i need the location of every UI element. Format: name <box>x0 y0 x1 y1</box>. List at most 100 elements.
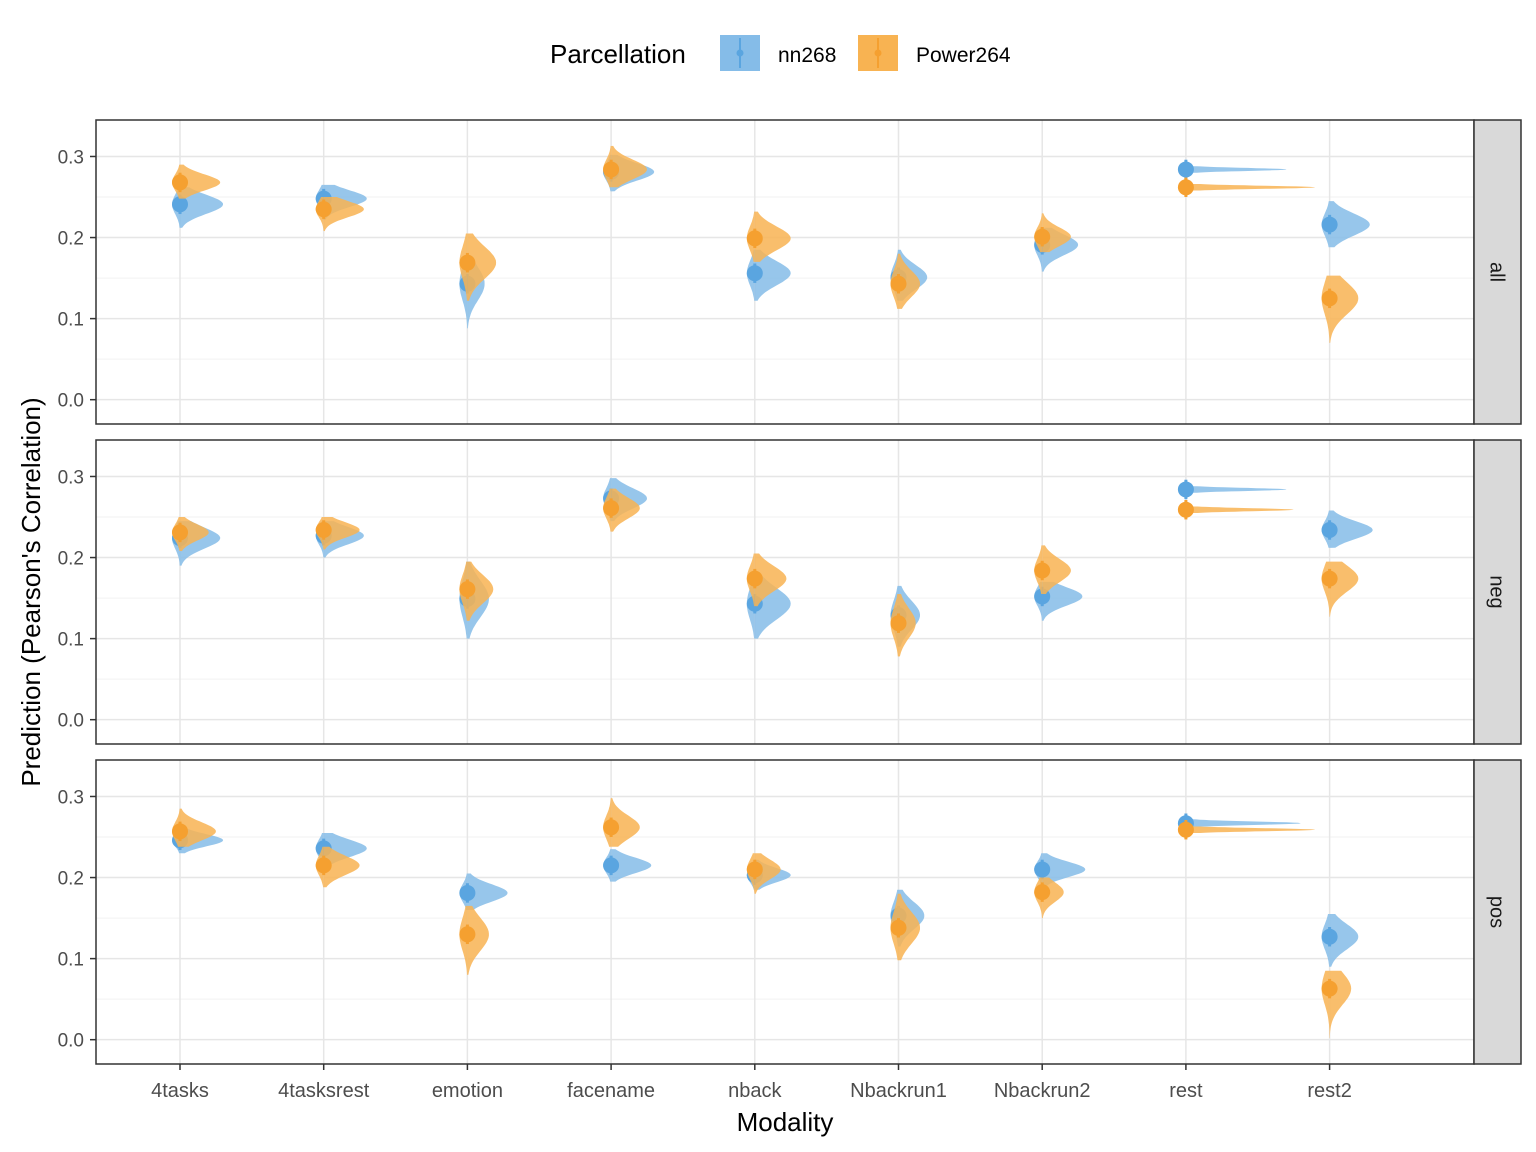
violin-nback <box>754 249 791 301</box>
panel-neg: neg 0.0 0.1 0.2 0.3 <box>58 439 1522 745</box>
mean-point-nback <box>746 861 763 878</box>
mean-point-nback <box>746 230 763 247</box>
violin-4tasks <box>180 517 209 552</box>
violin-Nbackrun1 <box>898 594 916 657</box>
x-tick-label-emotion: emotion <box>432 1080 503 1102</box>
mean-point-rest <box>1177 821 1194 838</box>
violin-facename <box>611 488 640 532</box>
mean-point-4tasksrest <box>315 521 332 538</box>
legend-key-point <box>874 49 882 57</box>
legend-label: nn268 <box>778 44 836 67</box>
mean-point-Nbackrun1 <box>890 275 907 292</box>
violin-Nbackrun2 <box>1042 545 1071 595</box>
series-power264 <box>172 798 1352 1039</box>
panel-all: all 0.0 0.1 0.2 0.3 <box>58 119 1522 425</box>
mean-point-Nbackrun1 <box>890 615 907 632</box>
mean-point-rest2 <box>1321 570 1338 587</box>
x-tick-label-facename: facename <box>567 1080 655 1102</box>
violin-nback <box>754 853 781 894</box>
x-tick-label-4tasks: 4tasks <box>151 1080 209 1102</box>
violin-rest <box>1185 506 1294 513</box>
facet-label-pos: pos <box>1486 896 1508 928</box>
mean-point-Nbackrun2 <box>1034 228 1051 245</box>
mean-point-rest <box>1177 501 1194 518</box>
panel-background <box>96 760 1474 1064</box>
violin-facename <box>611 145 647 188</box>
mean-point-facename <box>603 500 620 517</box>
mean-point-4tasksrest <box>315 857 332 874</box>
legend-item-power264: Power264 <box>858 35 1011 71</box>
mean-point-Nbackrun2 <box>1034 562 1051 579</box>
violin-emotion <box>467 561 494 621</box>
violin-4tasksrest <box>323 846 360 888</box>
violin-4tasksrest <box>323 517 360 550</box>
violin-rest <box>1185 184 1316 191</box>
violin-rest <box>1185 819 1301 827</box>
mean-point-rest2 <box>1321 980 1338 997</box>
violin-rest2 <box>1329 275 1359 343</box>
y-tick-label: 0.2 <box>58 549 84 570</box>
violin-4tasksrest <box>323 197 364 232</box>
y-axis-label: Prediction (Pearson's Correlation) <box>16 397 46 786</box>
violin-rest2 <box>1329 510 1373 548</box>
mean-point-4tasks <box>172 524 188 541</box>
y-tick-label: 0.2 <box>58 869 84 890</box>
y-tick-label: 0.0 <box>58 391 84 412</box>
violin-Nbackrun1 <box>898 253 920 309</box>
violin-rest2 <box>1329 914 1359 967</box>
mean-point-rest2 <box>1321 216 1338 233</box>
violin-4tasks <box>180 164 221 199</box>
mean-point-rest <box>1177 179 1194 196</box>
x-tick-label-Nbackrun1: Nbackrun1 <box>850 1080 947 1102</box>
mean-point-nback <box>746 570 763 587</box>
violin-facename <box>611 849 652 882</box>
mean-point-rest2 <box>1321 521 1338 538</box>
facet-strip <box>1473 119 1522 425</box>
facet-strip <box>1473 439 1522 745</box>
violin-nback <box>754 553 787 607</box>
violin-Nbackrun2 <box>1042 213 1071 253</box>
mean-point-4tasks <box>172 823 188 840</box>
mean-point-rest <box>1177 161 1194 178</box>
legend-title: Parcellation <box>550 39 686 69</box>
y-tick-label: 0.0 <box>58 711 84 732</box>
panel-pos: pos 0.0 0.1 0.2 0.3 <box>58 759 1522 1065</box>
x-tick-label-rest2: rest2 <box>1307 1080 1351 1102</box>
mean-point-rest <box>1177 481 1194 498</box>
facet-strip <box>1473 759 1522 1065</box>
mean-point-4tasks <box>172 174 188 191</box>
violin-emotion <box>467 873 508 910</box>
facet-label-all: all <box>1486 262 1508 282</box>
violin-Nbackrun2 <box>1042 853 1086 886</box>
violin-nback <box>754 211 791 262</box>
violin-4tasks <box>180 187 223 228</box>
mean-point-emotion <box>459 884 476 901</box>
violin-rest <box>1185 166 1287 173</box>
legend-key-point <box>736 49 744 57</box>
legend-item-nn268: nn268 <box>720 35 836 71</box>
violin-rest <box>1185 826 1316 833</box>
mean-point-facename <box>603 161 620 178</box>
violin-facename <box>611 798 640 847</box>
x-tick-label-rest: rest <box>1169 1080 1203 1102</box>
y-tick-label: 0.1 <box>58 630 84 651</box>
y-tick-label: 0.1 <box>58 950 84 971</box>
facet-label-neg: neg <box>1486 575 1508 608</box>
mean-point-facename <box>603 819 620 836</box>
y-tick-label: 0.2 <box>58 229 84 250</box>
violin-rest <box>1185 486 1287 493</box>
legend-label: Power264 <box>916 44 1011 67</box>
mean-point-nback <box>746 265 763 282</box>
series-power264 <box>172 488 1359 657</box>
mean-point-rest2 <box>1321 290 1338 307</box>
violin-emotion <box>467 905 489 975</box>
mean-point-Nbackrun2 <box>1034 884 1051 901</box>
mean-point-Nbackrun2 <box>1034 861 1051 878</box>
mean-point-Nbackrun1 <box>890 919 907 936</box>
y-tick-label: 0.3 <box>58 147 84 168</box>
y-tick-label: 0.3 <box>58 787 84 808</box>
violin-rest2 <box>1329 201 1370 248</box>
x-tick-label-nback: nback <box>728 1080 782 1102</box>
y-tick-label: 0.0 <box>58 1031 84 1052</box>
mean-point-rest2 <box>1321 928 1338 945</box>
